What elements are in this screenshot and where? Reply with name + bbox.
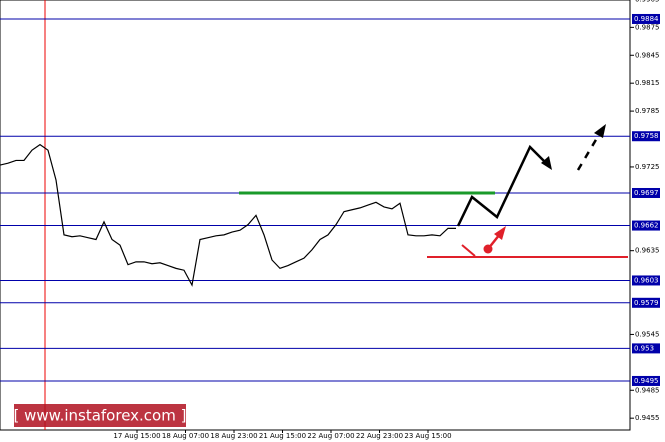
level-label-box: [632, 131, 660, 142]
x-tick-label: 23 Aug 15:00: [404, 432, 451, 440]
level-label: 0.9697: [634, 189, 659, 197]
level-label-box: [632, 220, 660, 231]
y-tick-label: 0.9485: [635, 386, 660, 394]
y-tick-label: 0.9635: [635, 247, 660, 255]
level-label: 0.9579: [634, 299, 659, 307]
level-label: 0.9662: [634, 222, 659, 230]
forecast-arrowhead: [541, 156, 552, 170]
red-stroke: [461, 244, 476, 257]
y-tick-label: 0.9725: [635, 163, 660, 171]
level-label-box: [632, 13, 660, 24]
watermark-box: [14, 404, 186, 427]
x-tick-label: 22 Aug 07:00: [307, 432, 354, 440]
x-tick-label: 22 Aug 23:00: [356, 432, 403, 440]
level-label: 0.9884: [634, 15, 659, 23]
y-tick-label: 0.9905: [635, 0, 660, 3]
level-label: 0.9603: [634, 276, 659, 284]
forecast-dashed-arrowhead: [594, 124, 606, 138]
level-label-box: [632, 343, 660, 354]
y-tick-label: 0.9545: [635, 330, 660, 338]
y-tick-label: 0.9845: [635, 51, 660, 59]
level-label: 0.953: [634, 344, 654, 352]
red-arrowhead: [494, 226, 506, 240]
y-tick-label: 0.9875: [635, 23, 660, 31]
level-label: 0.9495: [634, 377, 659, 385]
watermark: [ www.instaforex.com ]: [14, 407, 187, 425]
level-label: 0.9758: [634, 132, 659, 140]
level-label-box: [632, 297, 660, 308]
y-tick-label: 0.9785: [635, 107, 660, 115]
y-tick-label: 0.9455: [635, 414, 660, 422]
x-tick-label: 18 Aug 23:00: [210, 432, 257, 440]
plot-area: [0, 0, 631, 431]
level-label-box: [632, 275, 660, 286]
price-line: [0, 143, 456, 287]
level-label-box: [632, 187, 660, 198]
red-dot: [483, 244, 493, 254]
x-tick-label: 21 Aug 15:00: [259, 432, 306, 440]
x-tick-label: 17 Aug 15:00: [113, 432, 160, 440]
y-tick-label: 0.9815: [635, 79, 660, 87]
forecast-path: [456, 144, 549, 227]
level-label-box: [632, 375, 660, 386]
x-tick-label: 18 Aug 07:00: [162, 432, 209, 440]
